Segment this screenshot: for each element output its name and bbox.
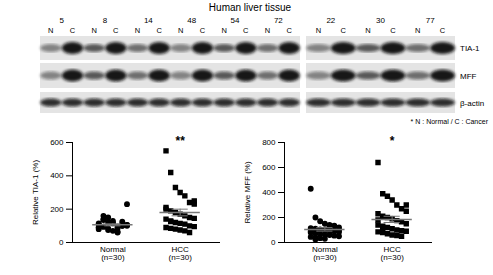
svg-text:C: C: [200, 26, 206, 35]
svg-text:48: 48: [187, 16, 196, 25]
svg-text:C: C: [156, 26, 162, 35]
svg-text:Human liver tissue: Human liver tissue: [209, 2, 292, 13]
svg-text:22: 22: [326, 16, 335, 25]
svg-text:77: 77: [426, 16, 435, 25]
svg-text:400: 400: [262, 188, 276, 197]
svg-text:N: N: [178, 26, 183, 35]
svg-text:C: C: [70, 26, 76, 35]
svg-text:8: 8: [103, 16, 108, 25]
svg-text:* N : Normal / C : Cancer: * N : Normal / C : Cancer: [411, 118, 489, 125]
svg-text:600: 600: [262, 163, 276, 172]
svg-text:800: 800: [262, 138, 276, 147]
svg-text:30: 30: [376, 16, 385, 25]
svg-text:Relative MFF (%): Relative MFF (%): [243, 161, 252, 224]
svg-text:200: 200: [50, 205, 64, 214]
svg-text:5: 5: [59, 16, 64, 25]
svg-text:N: N: [415, 26, 420, 35]
svg-text:HCC(n=30): HCC(n=30): [380, 245, 404, 262]
svg-text:0: 0: [271, 238, 276, 247]
svg-text:C: C: [286, 26, 292, 35]
svg-text:N: N: [316, 26, 321, 35]
svg-text:N: N: [265, 26, 270, 35]
svg-text:C: C: [440, 26, 446, 35]
svg-text:14: 14: [144, 16, 153, 25]
svg-text:0: 0: [59, 238, 64, 247]
svg-text:**: **: [175, 134, 185, 148]
svg-text:β-actin: β-actin: [460, 99, 484, 108]
svg-text:N: N: [221, 26, 226, 35]
svg-text:N: N: [135, 26, 140, 35]
svg-text:400: 400: [50, 171, 64, 180]
svg-text:Normal(n=30): Normal(n=30): [100, 245, 126, 262]
svg-text:N: N: [365, 26, 370, 35]
svg-text:C: C: [341, 26, 347, 35]
svg-text:72: 72: [274, 16, 283, 25]
svg-text:C: C: [113, 26, 119, 35]
svg-text:MFF: MFF: [460, 72, 477, 81]
svg-text:Normal(n=30): Normal(n=30): [312, 245, 338, 262]
svg-text:N: N: [48, 26, 53, 35]
svg-text:Relative TIA-1 (%): Relative TIA-1 (%): [31, 160, 40, 226]
svg-text:600: 600: [50, 138, 64, 147]
svg-text:54: 54: [231, 16, 240, 25]
svg-text:C: C: [243, 26, 249, 35]
svg-text:200: 200: [262, 213, 276, 222]
svg-text:TIA-1: TIA-1: [460, 44, 480, 53]
svg-text:N: N: [91, 26, 96, 35]
svg-text:C: C: [390, 26, 396, 35]
svg-text:*: *: [390, 134, 395, 148]
svg-text:HCC(n=30): HCC(n=30): [168, 245, 192, 262]
